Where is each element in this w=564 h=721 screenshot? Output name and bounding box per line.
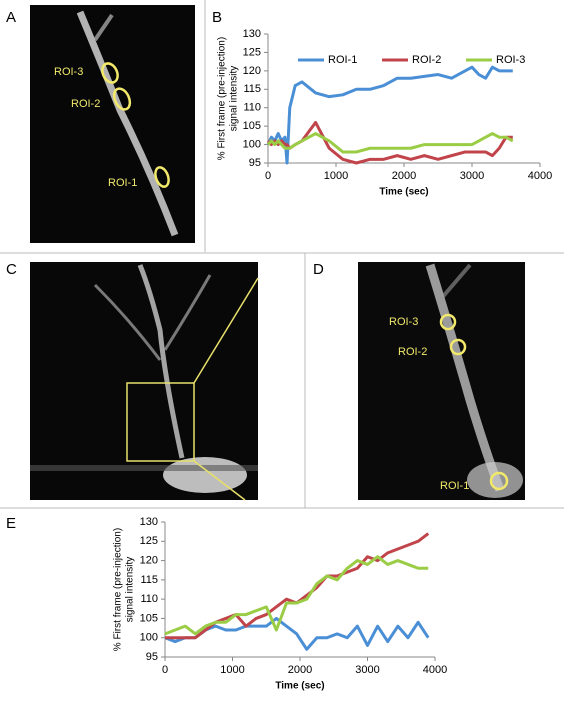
x-tick-label: 4000 [528, 170, 552, 182]
y-tick-label: 115 [140, 574, 158, 586]
x-tick-label: 3000 [355, 664, 379, 676]
y-tick-label: 130 [140, 516, 158, 528]
series-line [164, 555, 429, 636]
y-tick-label: 100 [243, 138, 261, 150]
roi-label: ROI-3 [389, 316, 418, 328]
y-axis-title: signal intensity [125, 557, 136, 623]
y-axis-title: % First frame (pre-injection) [113, 528, 124, 651]
legend-label: ROI-3 [496, 54, 525, 66]
y-tick-label: 110 [140, 593, 158, 605]
panel-letter: A [6, 9, 16, 26]
x-tick-label: 0 [265, 170, 271, 182]
series-line [165, 532, 430, 640]
y-axis-title: signal intensity [229, 66, 240, 132]
y-tick-label: 120 [140, 554, 158, 566]
legend-label: ROI-2 [412, 54, 441, 66]
panel-letter: E [6, 515, 16, 532]
y-tick-label: 130 [243, 28, 261, 40]
x-tick-label: 3000 [460, 170, 484, 182]
x-tick-label: 1000 [324, 170, 348, 182]
legend-label: ROI-1 [328, 54, 357, 66]
x-tick-label: 2000 [392, 170, 416, 182]
roi-label: ROI-1 [440, 480, 469, 492]
series-line [266, 65, 513, 165]
roi-label: ROI-2 [398, 346, 427, 358]
x-axis-title: Time (sec) [379, 187, 428, 198]
x-tick-label: 4000 [423, 664, 447, 676]
y-tick-label: 115 [243, 83, 261, 95]
x-tick-label: 1000 [220, 664, 244, 676]
y-tick-label: 105 [140, 612, 158, 624]
y-tick-label: 125 [140, 535, 158, 547]
series-line [164, 616, 430, 651]
y-axis-title: % First frame (pre-injection) [217, 37, 228, 160]
panel-letter: B [212, 9, 222, 26]
x-axis-title: Time (sec) [275, 681, 324, 692]
y-tick-label: 105 [243, 120, 261, 132]
image-c [30, 262, 259, 501]
x-tick-label: 0 [162, 664, 168, 676]
panel-letter: D [313, 261, 324, 278]
panel-letter: C [6, 261, 17, 278]
roi-label: ROI-1 [108, 177, 137, 189]
x-tick-label: 2000 [288, 664, 312, 676]
image-d [358, 262, 525, 500]
y-tick-label: 125 [243, 46, 261, 58]
image-a [30, 5, 195, 243]
y-tick-label: 95 [249, 157, 261, 169]
y-tick-label: 95 [146, 651, 158, 663]
y-tick-label: 110 [243, 102, 261, 114]
series-line [266, 132, 514, 154]
y-tick-label: 100 [140, 632, 158, 644]
roi-label: ROI-3 [54, 66, 83, 78]
roi-label: ROI-2 [71, 98, 100, 110]
y-tick-label: 120 [243, 65, 261, 77]
series-line [266, 120, 513, 165]
